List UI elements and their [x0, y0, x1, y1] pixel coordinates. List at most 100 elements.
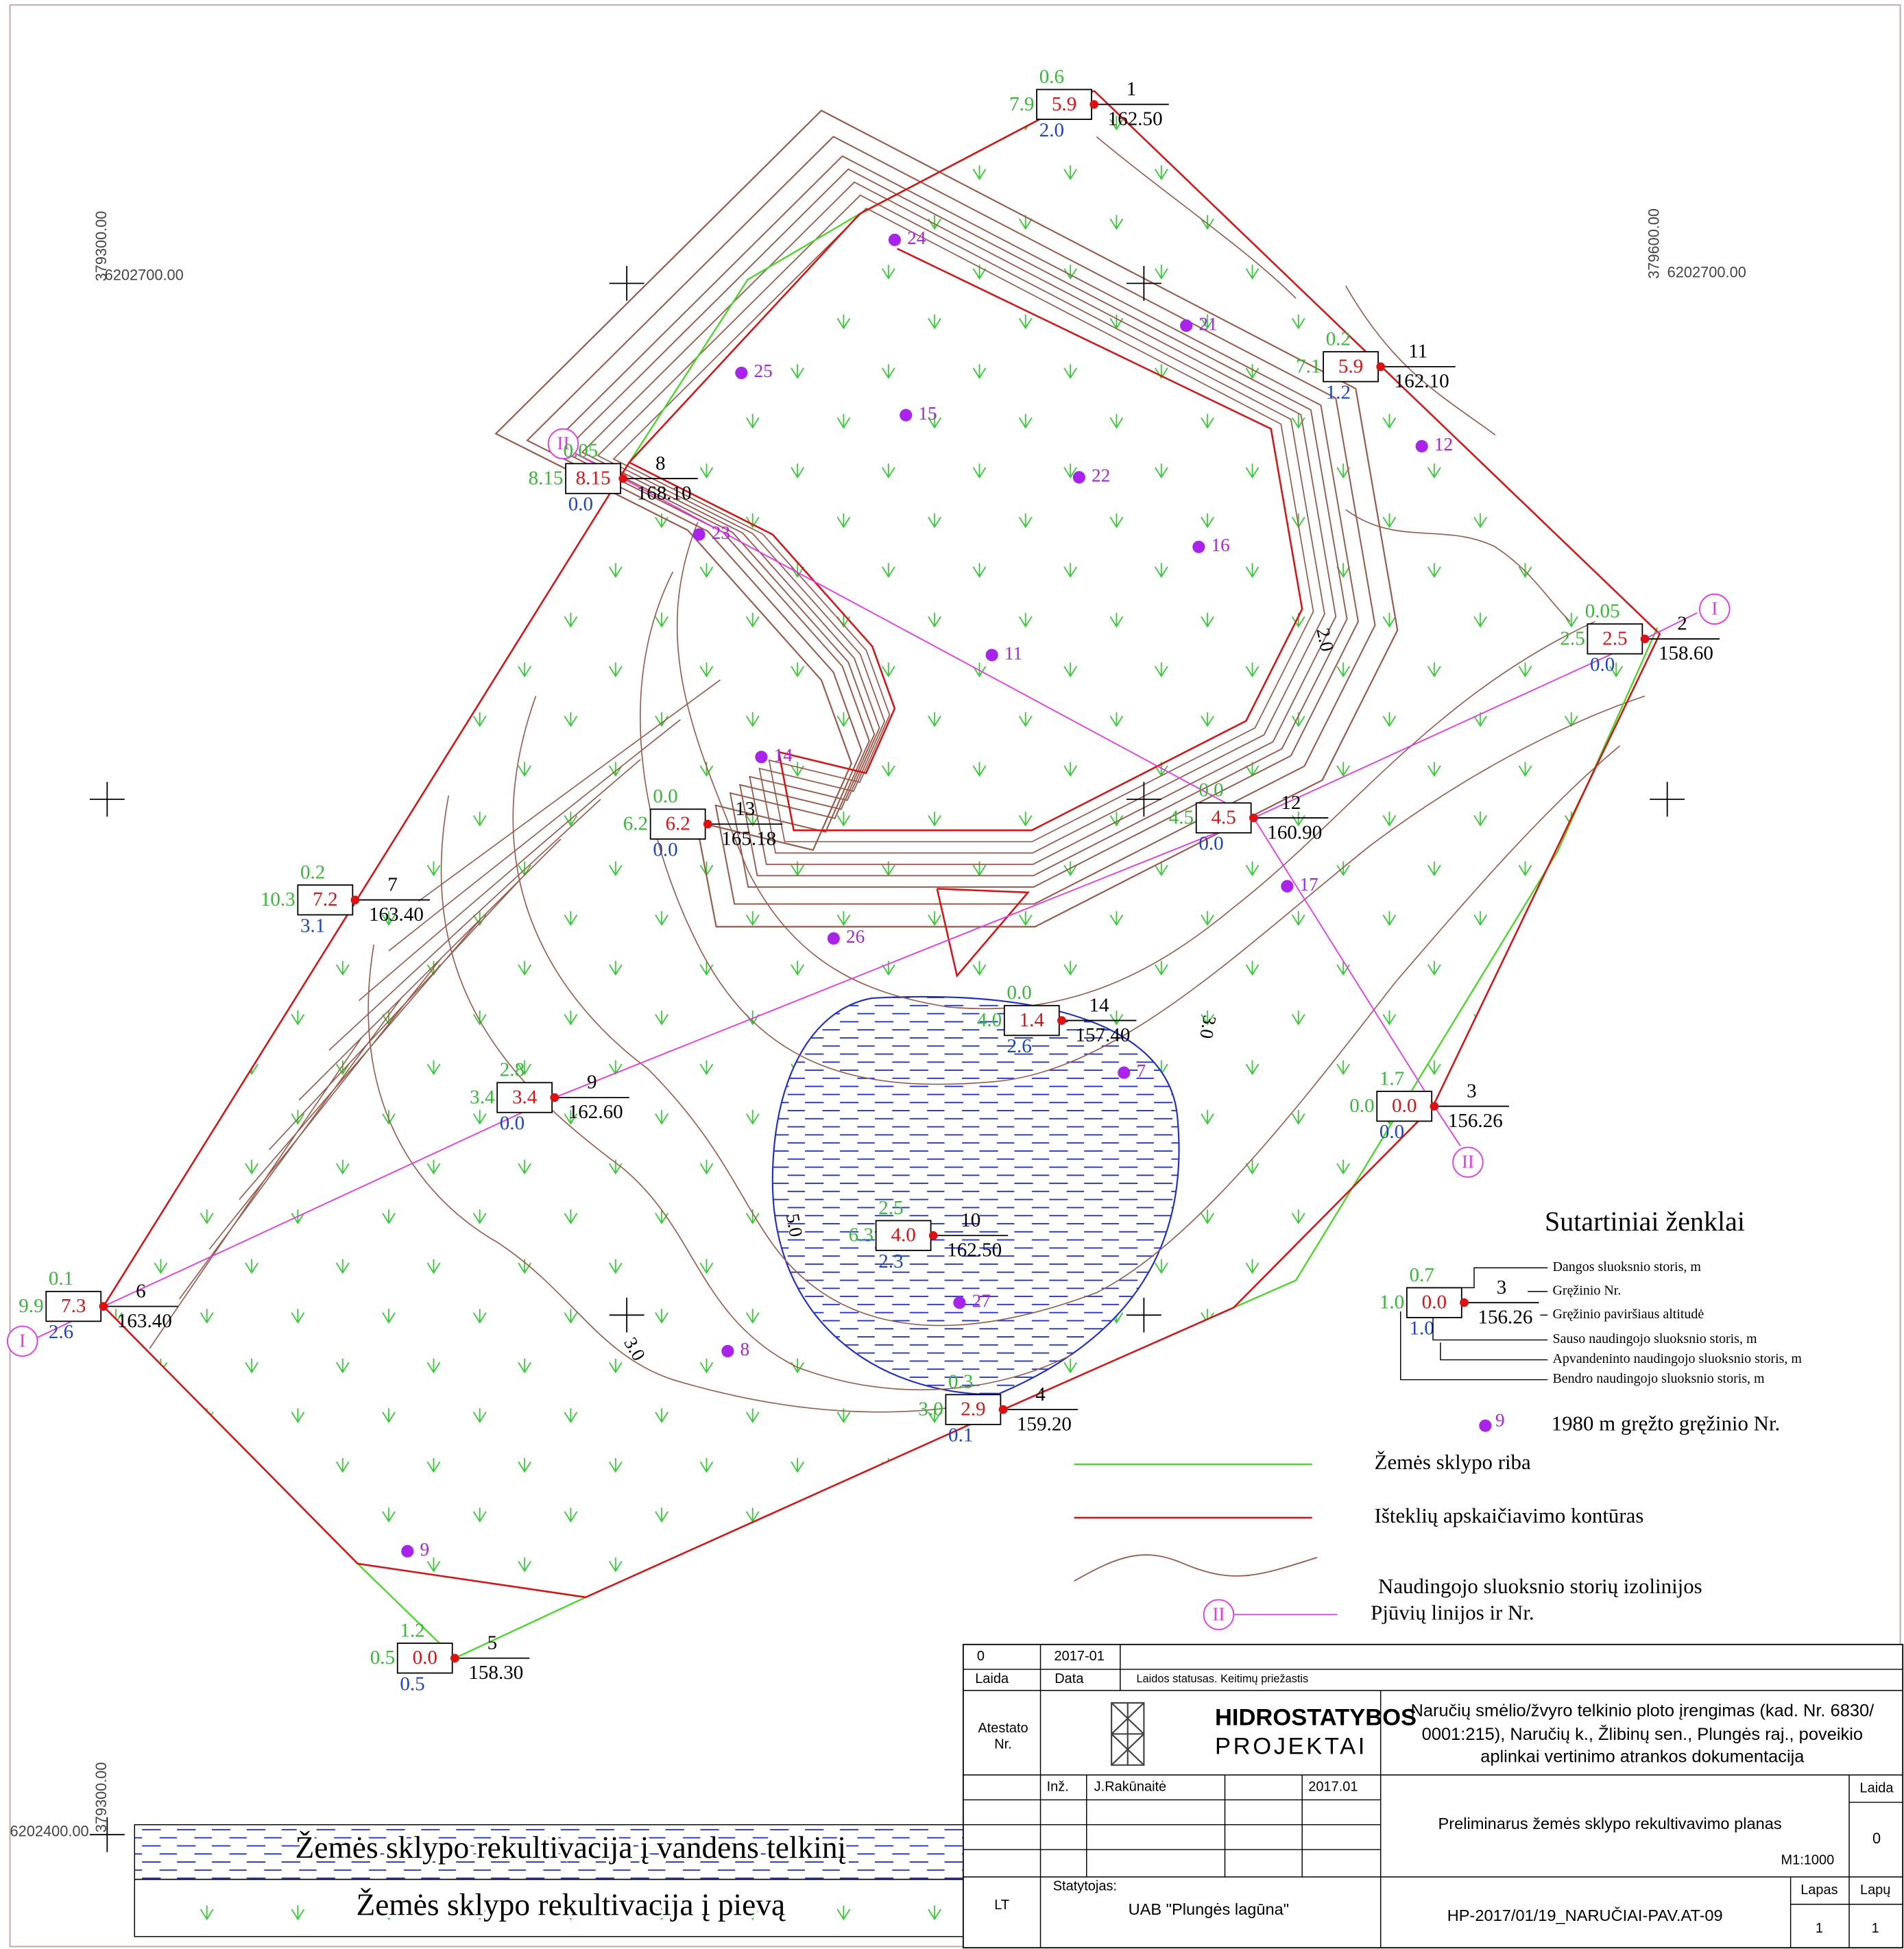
- isoline-label: 3.0: [1196, 1014, 1220, 1041]
- borehole-number: 3: [1497, 1276, 1507, 1298]
- old-borehole: [828, 932, 840, 945]
- borehole-wet: 1.0: [1409, 1318, 1434, 1340]
- borehole-point: [450, 1654, 459, 1662]
- borehole-total: 3.0: [918, 1399, 943, 1420]
- borehole-cover: 0.7: [1409, 1264, 1434, 1286]
- borehole-altitude: 162.50: [1108, 108, 1163, 130]
- borehole-cover: 0.2: [1326, 328, 1351, 350]
- old-borehole-number: 21: [1198, 313, 1217, 334]
- old-borehole: [735, 367, 747, 379]
- borehole-cover: 0.0: [653, 786, 677, 808]
- borehole-cover: 0.2: [300, 861, 325, 883]
- old-borehole: [889, 234, 901, 246]
- legend-label: Gręžinio Nr.: [1552, 1283, 1621, 1298]
- borehole-number: 2: [1677, 613, 1687, 635]
- old-borehole: [1118, 1067, 1130, 1079]
- title-block-text: Laidos statusas. Keitimų priežastis: [1136, 1673, 1308, 1685]
- title-block-text: Statytojas:: [1053, 1879, 1117, 1894]
- legend-label: Naudingojo sluoksnio storių izolinijos: [1378, 1575, 1702, 1598]
- meadow-area: [104, 90, 1660, 1597]
- title-block-text: Lapas: [1800, 1883, 1837, 1898]
- old-borehole: [755, 751, 767, 763]
- borehole-wet: 2.6: [1007, 1035, 1031, 1057]
- title-block-text: Laida: [975, 1671, 1009, 1686]
- borehole-dry: 2.9: [961, 1399, 985, 1420]
- borehole-total: 2.5: [1560, 627, 1584, 649]
- title-block-text: UAB "Plungės lagūna": [1129, 1900, 1290, 1918]
- old-borehole: [1073, 471, 1085, 483]
- old-borehole-number: 25: [754, 361, 773, 381]
- title-block-text: Lapų: [1860, 1883, 1890, 1898]
- old-borehole: [401, 1545, 413, 1558]
- borehole-total: 4.0: [977, 1009, 1002, 1031]
- borehole-altitude: 163.40: [117, 1310, 172, 1332]
- borehole-total: 1.0: [1379, 1292, 1404, 1314]
- borehole-number: 4: [1035, 1383, 1046, 1405]
- borehole-dry: 6.2: [666, 813, 690, 835]
- borehole-wet: 0.0: [1198, 833, 1223, 855]
- borehole-cover: 1.2: [400, 1619, 424, 1641]
- borehole-number: 6: [136, 1280, 146, 1302]
- coordinate-label: 6202700.00: [1667, 264, 1746, 281]
- borehole-dry: 0.0: [413, 1647, 437, 1669]
- title-block-text: J.Rakūnaitė: [1094, 1780, 1166, 1795]
- borehole-point: [1089, 100, 1098, 109]
- borehole-total: 4.5: [1169, 807, 1194, 829]
- borehole-wet: 1.2: [1326, 381, 1351, 403]
- borehole-cover: 0.05: [563, 440, 598, 462]
- borehole-cover: 0.0: [1007, 982, 1031, 1004]
- borehole-total: 0.5: [370, 1647, 395, 1669]
- certificate-line: Nr.: [994, 1737, 1012, 1752]
- borehole-number: 9: [587, 1072, 597, 1093]
- legend-isoline-sample: [1074, 1555, 1317, 1581]
- borehole-dry: 4.0: [891, 1224, 915, 1246]
- borehole-point: [929, 1231, 938, 1240]
- borehole-total: 10.3: [261, 888, 296, 910]
- borehole-wet: 3.1: [300, 915, 325, 936]
- old-borehole-number: 24: [907, 228, 926, 248]
- old-borehole: [692, 529, 705, 541]
- borehole-wet: 0.0: [1590, 654, 1615, 676]
- borehole-point: [351, 895, 360, 904]
- borehole-altitude: 158.30: [468, 1662, 523, 1684]
- old-borehole-number: 27: [972, 1290, 991, 1311]
- title-block-text: Laida: [1860, 1780, 1894, 1795]
- legend-title: Sutartiniai ženklai: [1545, 1206, 1745, 1237]
- old-borehole-number: 12: [1434, 434, 1453, 455]
- title-block-text: Data: [1055, 1671, 1084, 1686]
- borehole-wet: 0.0: [568, 494, 593, 516]
- borehole-dry: 5.9: [1338, 355, 1363, 377]
- title-block-text: 1: [1816, 1921, 1823, 1936]
- title-block-text: 0: [977, 1649, 985, 1664]
- coordinate-label: 379300.00: [93, 211, 110, 282]
- borehole-cover: 1.7: [1379, 1067, 1404, 1089]
- borehole-dry: 2.5: [1602, 627, 1627, 649]
- borehole-point: [1376, 363, 1385, 372]
- title-block-text: Naručių smėlio/žvyro telkinio ploto įren…: [1410, 1701, 1875, 1720]
- old-borehole-number: 15: [918, 403, 937, 424]
- old-borehole-number: 14: [774, 745, 793, 765]
- old-borehole: [900, 409, 912, 422]
- title-block-text: 2017-01: [1055, 1649, 1105, 1664]
- borehole-altitude: 158.60: [1659, 642, 1713, 664]
- reclamation-label: Žemės sklypo rekultivacija į pievą: [357, 1888, 786, 1922]
- borehole-point: [1430, 1102, 1438, 1111]
- borehole-number: 8: [655, 452, 666, 474]
- borehole-point: [999, 1405, 1008, 1414]
- borehole-altitude: 159.20: [1017, 1413, 1072, 1435]
- borehole-number: 3: [1467, 1080, 1477, 1102]
- borehole-altitude: 162.10: [1395, 370, 1449, 392]
- old-borehole: [721, 1345, 734, 1357]
- borehole-dry: 0.0: [1392, 1095, 1417, 1117]
- legend-label: Apvandeninto naudingojo sluoksnio storis…: [1552, 1351, 1802, 1366]
- borehole-number: 5: [487, 1632, 498, 1654]
- section-number: I: [1711, 598, 1718, 619]
- old-borehole-number: 16: [1212, 535, 1230, 555]
- borehole-dry: 8.15: [576, 468, 611, 489]
- title-block-text: aplinkai vertinimo atrankos dokumentacij…: [1480, 1747, 1805, 1767]
- borehole-number: 12: [1281, 792, 1301, 814]
- legend-label: 1980 m gręžto gręžinio Nr.: [1552, 1412, 1781, 1436]
- old-borehole: [1180, 319, 1192, 332]
- coordinate-label: 6202400.00: [10, 1822, 89, 1839]
- borehole-cover: 0.0: [1198, 779, 1223, 801]
